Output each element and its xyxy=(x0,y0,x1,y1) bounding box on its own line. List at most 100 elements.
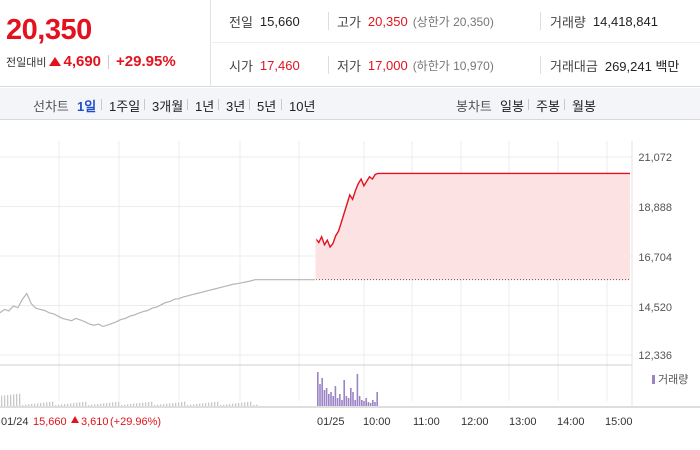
volume-bar xyxy=(31,404,33,406)
volume-bar xyxy=(4,395,6,406)
x-tick: 14:00 xyxy=(557,416,585,428)
x-tick: 15:00 xyxy=(605,416,633,428)
volume-bar xyxy=(40,403,42,406)
y-tick: 16,704 xyxy=(638,252,672,264)
period-5year-button[interactable]: 5년 xyxy=(257,99,277,114)
current-price-box: 20,350 전일대비 4,690 +29.95% xyxy=(0,0,211,87)
price-change-row: 전일대비 4,690 +29.95% xyxy=(6,53,176,70)
prev-day-close: 15,660 xyxy=(33,416,67,428)
current-price: 20,350 xyxy=(6,14,92,46)
volume-bar xyxy=(13,394,15,406)
volume-bar xyxy=(235,403,237,406)
x-tick: 11:00 xyxy=(413,416,440,428)
volume-bar xyxy=(58,404,60,406)
volume-bar xyxy=(187,405,189,406)
volume-bar xyxy=(223,404,225,406)
divider xyxy=(281,99,282,110)
divider xyxy=(540,56,541,74)
volume-bar xyxy=(319,384,321,406)
period-10year-button[interactable]: 10년 xyxy=(289,99,316,114)
candle-chart-label: 봉차트 xyxy=(456,99,492,114)
divider xyxy=(540,12,541,30)
volume-label: 거래량 xyxy=(550,14,586,30)
divider xyxy=(564,99,565,110)
period-1year-button[interactable]: 1년 xyxy=(195,99,215,114)
volume-bar xyxy=(85,401,87,406)
chart-period-toolbar: 선차트 1일 1주일 3개월 1년 3년 5년 10년 봉차트 일봉 주봉 월봉 xyxy=(0,88,700,120)
volume-bar xyxy=(341,400,343,406)
volume-legend-label: 거래량 xyxy=(658,373,688,386)
volume-bar xyxy=(325,388,328,406)
period-1week-button[interactable]: 1주일 xyxy=(109,99,141,114)
volume-bar xyxy=(151,401,153,406)
open-stat: 시가 17,460 xyxy=(229,56,300,75)
volume-legend-swatch xyxy=(652,375,655,384)
volume-bar xyxy=(118,401,120,406)
volume-bar xyxy=(22,405,24,406)
volume-bar xyxy=(154,405,156,406)
volume-value: 14,418,841 xyxy=(592,13,658,29)
line-chart-label: 선차트 xyxy=(33,99,69,114)
volume-bar xyxy=(91,404,93,406)
volume-bar xyxy=(205,403,207,406)
volume-bar xyxy=(253,405,255,406)
candle-weekly-button[interactable]: 주봉 xyxy=(536,99,560,114)
amount-value: 269,241 백만 xyxy=(604,59,680,74)
volume-bar xyxy=(67,403,69,406)
volume-bar xyxy=(321,378,323,406)
volume-bar xyxy=(49,402,51,406)
volume-bar xyxy=(256,404,258,406)
volume-bar xyxy=(142,402,144,406)
volume-stat: 거래량 14,418,841 xyxy=(550,12,658,31)
volume-bar xyxy=(345,396,348,406)
volume-bar xyxy=(127,404,129,406)
volume-bar xyxy=(238,403,240,406)
volume-bar xyxy=(160,404,162,406)
volume-bar xyxy=(130,404,132,406)
high-stat: 고가 20,350 (상한가 20,350) xyxy=(337,12,494,31)
period-3month-button[interactable]: 3개월 xyxy=(152,99,184,114)
volume-bar xyxy=(82,402,84,406)
volume-bar xyxy=(232,403,234,406)
y-tick: 14,520 xyxy=(638,302,672,314)
divider xyxy=(187,99,188,110)
lower-limit-value: (하한가 10,970) xyxy=(412,59,494,73)
volume-bar xyxy=(97,404,99,406)
volume-bar xyxy=(193,404,195,406)
open-label: 시가 xyxy=(229,59,253,74)
volume-bar xyxy=(332,396,334,406)
candle-daily-button[interactable]: 일봉 xyxy=(500,99,524,114)
x-tick: 10:00 xyxy=(363,416,391,428)
volume-bar xyxy=(328,394,330,406)
period-3year-button[interactable]: 3년 xyxy=(226,99,246,114)
volume-bar xyxy=(19,393,21,406)
prev-day-change: 3,610 xyxy=(81,416,109,428)
change-value: 4,690 xyxy=(63,53,102,70)
divider xyxy=(218,99,219,110)
period-1day-button[interactable]: 1일 xyxy=(77,99,97,114)
price-chart[interactable]: 21,072 18,888 16,704 14,520 12,336 거래량 0… xyxy=(0,121,700,450)
low-value: 17,000 xyxy=(367,58,408,73)
volume-bar xyxy=(115,402,117,406)
volume-bar xyxy=(241,402,243,406)
up-arrow-icon xyxy=(49,57,62,66)
volume-bar xyxy=(124,404,126,406)
volume-bar xyxy=(73,403,75,406)
volume-bar xyxy=(374,402,376,406)
volume-bar xyxy=(323,390,326,406)
volume-bar xyxy=(64,404,66,406)
open-value: 17,460 xyxy=(259,58,300,73)
volume-bar xyxy=(336,398,339,406)
prev-close-value: 15,660 xyxy=(259,13,300,29)
volume-bar xyxy=(109,402,111,406)
y-tick: 12,336 xyxy=(638,350,672,362)
volume-bar xyxy=(350,388,352,406)
candle-monthly-button[interactable]: 월봉 xyxy=(572,99,596,114)
volume-bar xyxy=(16,394,18,406)
volume-bar xyxy=(358,396,361,406)
volume-bar xyxy=(163,404,165,406)
axis-labels: 21,072 18,888 16,704 14,520 12,336 거래량 0… xyxy=(1,152,688,428)
stat-row-1: 전일 15,660 고가 20,350 (상한가 20,350) 거래량 14,… xyxy=(212,0,700,43)
volume-bar xyxy=(330,392,332,406)
divider xyxy=(249,99,250,110)
